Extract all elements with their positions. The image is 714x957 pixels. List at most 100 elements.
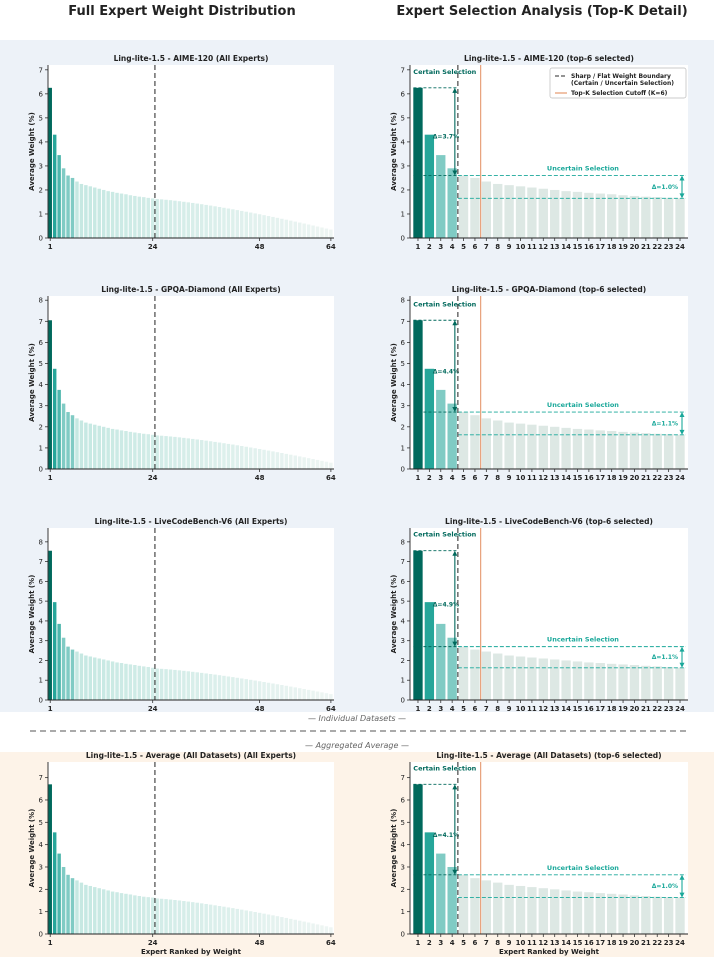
bar bbox=[226, 907, 231, 934]
bar bbox=[436, 853, 446, 934]
bar bbox=[168, 669, 173, 700]
bar bbox=[168, 200, 173, 238]
uncertain-arrow-head-top bbox=[679, 175, 685, 181]
bar bbox=[280, 685, 284, 700]
bar bbox=[253, 448, 257, 469]
x-tick-label: 13 bbox=[550, 939, 560, 947]
x-axis-label: Expert Ranked by Weight bbox=[499, 948, 600, 956]
x-tick-label: 15 bbox=[573, 474, 583, 482]
bar bbox=[155, 668, 159, 700]
bar bbox=[231, 444, 235, 469]
bar bbox=[675, 897, 685, 934]
y-tick-label: 1 bbox=[39, 677, 43, 685]
y-tick-label: 0 bbox=[39, 931, 43, 939]
x-tick-label: 16 bbox=[584, 705, 594, 713]
bar bbox=[284, 685, 289, 700]
y-axis-label: Average Weight (%) bbox=[390, 343, 398, 422]
bar bbox=[84, 422, 88, 469]
x-tick-label: 1 bbox=[416, 243, 421, 251]
x-tick-label: 14 bbox=[561, 939, 571, 947]
x-tick-label: 20 bbox=[630, 474, 640, 482]
x-tick-label: 6 bbox=[473, 474, 478, 482]
x-tick-label: 6 bbox=[473, 243, 478, 251]
x-tick-label: 20 bbox=[630, 939, 640, 947]
bar bbox=[515, 656, 526, 700]
bar bbox=[652, 666, 662, 700]
certain-arrow-head-bottom bbox=[452, 641, 458, 647]
x-tick-label: 24 bbox=[148, 939, 158, 947]
bar bbox=[128, 894, 133, 934]
bar bbox=[257, 448, 262, 469]
y-tick-label: 5 bbox=[39, 819, 43, 827]
bar bbox=[244, 211, 248, 238]
bar bbox=[240, 678, 244, 700]
y-tick-label: 4 bbox=[39, 841, 44, 849]
bar bbox=[208, 674, 213, 700]
bar bbox=[663, 666, 674, 700]
bar bbox=[217, 207, 222, 238]
uncertain-arrow-head-bottom bbox=[679, 193, 685, 199]
x-tick-label: 64 bbox=[326, 705, 336, 713]
x-tick-label: 10 bbox=[516, 243, 526, 251]
bar bbox=[320, 227, 324, 238]
y-tick-label: 2 bbox=[401, 657, 405, 665]
bar bbox=[306, 458, 311, 469]
x-tick-label: 22 bbox=[652, 705, 662, 713]
bar bbox=[110, 191, 115, 238]
x-tick-label: 12 bbox=[538, 474, 548, 482]
bar bbox=[262, 913, 266, 934]
certain-arrow-head-bottom bbox=[452, 170, 458, 176]
y-tick-label: 6 bbox=[39, 90, 44, 98]
panel-title: Ling-lite-1.5 - Average (All Datasets) (… bbox=[86, 751, 296, 760]
bar bbox=[66, 646, 70, 700]
bar bbox=[124, 893, 128, 934]
y-axis-label: Average Weight (%) bbox=[28, 343, 36, 422]
uncertain-gap-label: Δ=1.1% bbox=[652, 420, 678, 427]
bar bbox=[70, 878, 75, 934]
bar bbox=[231, 677, 235, 700]
y-tick-label: 2 bbox=[39, 186, 43, 194]
bar bbox=[240, 909, 244, 934]
bar bbox=[515, 423, 526, 469]
bar bbox=[266, 216, 271, 238]
certain-arrow-head-top bbox=[452, 320, 458, 326]
x-tick-label: 14 bbox=[561, 474, 571, 482]
bar bbox=[110, 661, 115, 700]
bar bbox=[119, 193, 124, 238]
bar bbox=[244, 679, 248, 700]
bar bbox=[257, 214, 262, 238]
bar bbox=[48, 320, 52, 469]
bar bbox=[177, 437, 182, 469]
bar bbox=[481, 651, 492, 700]
y-tick-label: 5 bbox=[401, 360, 405, 368]
x-tick-label: 1 bbox=[416, 939, 421, 947]
x-tick-label: 19 bbox=[618, 939, 628, 947]
bar bbox=[266, 682, 271, 700]
x-tick-label: 3 bbox=[438, 939, 443, 947]
bar bbox=[289, 686, 293, 700]
bar bbox=[527, 887, 537, 934]
x-tick-label: 1 bbox=[416, 474, 421, 482]
bar bbox=[527, 657, 537, 700]
x-tick-label: 10 bbox=[516, 939, 526, 947]
x-tick-label: 17 bbox=[595, 939, 605, 947]
bar bbox=[182, 670, 186, 700]
x-tick-label: 7 bbox=[484, 939, 489, 947]
bar bbox=[311, 459, 315, 469]
bar bbox=[195, 203, 199, 238]
x-tick-label: 8 bbox=[495, 939, 500, 947]
bar bbox=[66, 874, 70, 934]
bar bbox=[235, 677, 240, 700]
x-tick-label: 6 bbox=[473, 705, 478, 713]
bar bbox=[52, 368, 57, 469]
x-tick-label: 1 bbox=[48, 474, 53, 482]
bar bbox=[311, 225, 315, 238]
y-tick-label: 2 bbox=[401, 886, 405, 894]
certain-selection-label: Certain Selection bbox=[413, 68, 476, 76]
bar bbox=[195, 439, 199, 469]
bar bbox=[133, 895, 137, 934]
bar bbox=[606, 663, 617, 700]
bar bbox=[52, 602, 57, 700]
bar bbox=[222, 906, 226, 934]
